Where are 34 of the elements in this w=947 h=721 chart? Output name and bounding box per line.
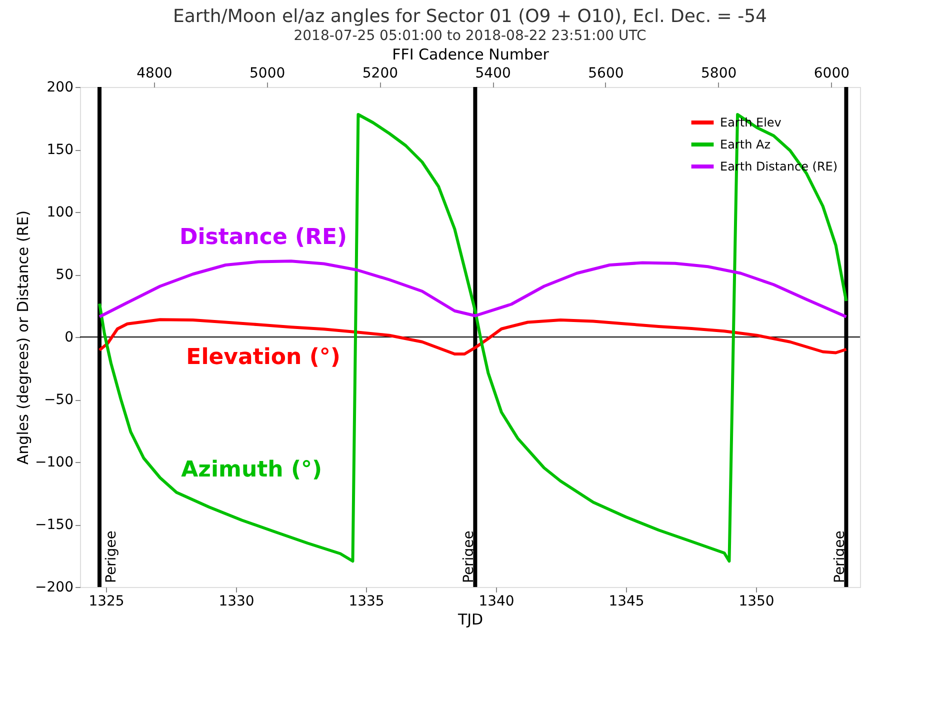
y-tick-label: −200 xyxy=(35,580,74,596)
y-tick-label: 100 xyxy=(46,204,74,220)
y-tick-label: −150 xyxy=(35,517,74,533)
y-tick-label: 0 xyxy=(64,330,74,346)
line-series xyxy=(98,260,848,318)
annotation: Azimuth (°) xyxy=(181,458,322,482)
chart-title: Earth/Moon el/az angles for Sector 01 (O9 + O10), Ecl. Dec. = -54 xyxy=(173,6,767,27)
x2-tick-label: 5600 xyxy=(588,66,624,82)
y-axis-title: Angles (degrees) or Distance (RE) xyxy=(14,210,32,465)
x2-tick-label: 5000 xyxy=(249,66,286,82)
x2-tick-label: 5800 xyxy=(701,66,737,82)
x-tick-label: 1350 xyxy=(738,594,774,610)
y-tick-label: 200 xyxy=(46,80,74,96)
x2-tick-label: 4800 xyxy=(136,66,172,82)
x-axis-title: TJD xyxy=(456,610,484,628)
x-tick-label: 1340 xyxy=(478,594,514,610)
annotation: Elevation (°) xyxy=(186,345,340,370)
y-tick-label: −50 xyxy=(44,392,74,408)
ref-line-label: Perigee xyxy=(104,530,120,583)
ref-line-label: Perigee xyxy=(832,530,848,583)
x-tick-label: 1335 xyxy=(348,594,384,610)
x-tick-label: 1345 xyxy=(608,594,644,610)
ref-line-label: Perigee xyxy=(461,530,478,583)
x2-tick-label: 5200 xyxy=(362,66,398,82)
annotation: Distance (RE) xyxy=(179,225,348,250)
x2-tick-label: 5400 xyxy=(475,66,511,82)
y-tick-label: −100 xyxy=(35,454,74,470)
x-tick-label: 1330 xyxy=(218,594,254,610)
y-tick-label: 150 xyxy=(46,142,74,158)
x2-tick-label: 6000 xyxy=(814,66,850,82)
chart-subtitle: 2018-07-25 05:01:00 to 2018-08-22 23:51:00 UTC xyxy=(294,28,646,44)
y-tick-label: 50 xyxy=(56,267,74,283)
x2-axis-title: FFI Cadence Number xyxy=(392,46,550,64)
x-tick-label: 1325 xyxy=(88,594,124,610)
